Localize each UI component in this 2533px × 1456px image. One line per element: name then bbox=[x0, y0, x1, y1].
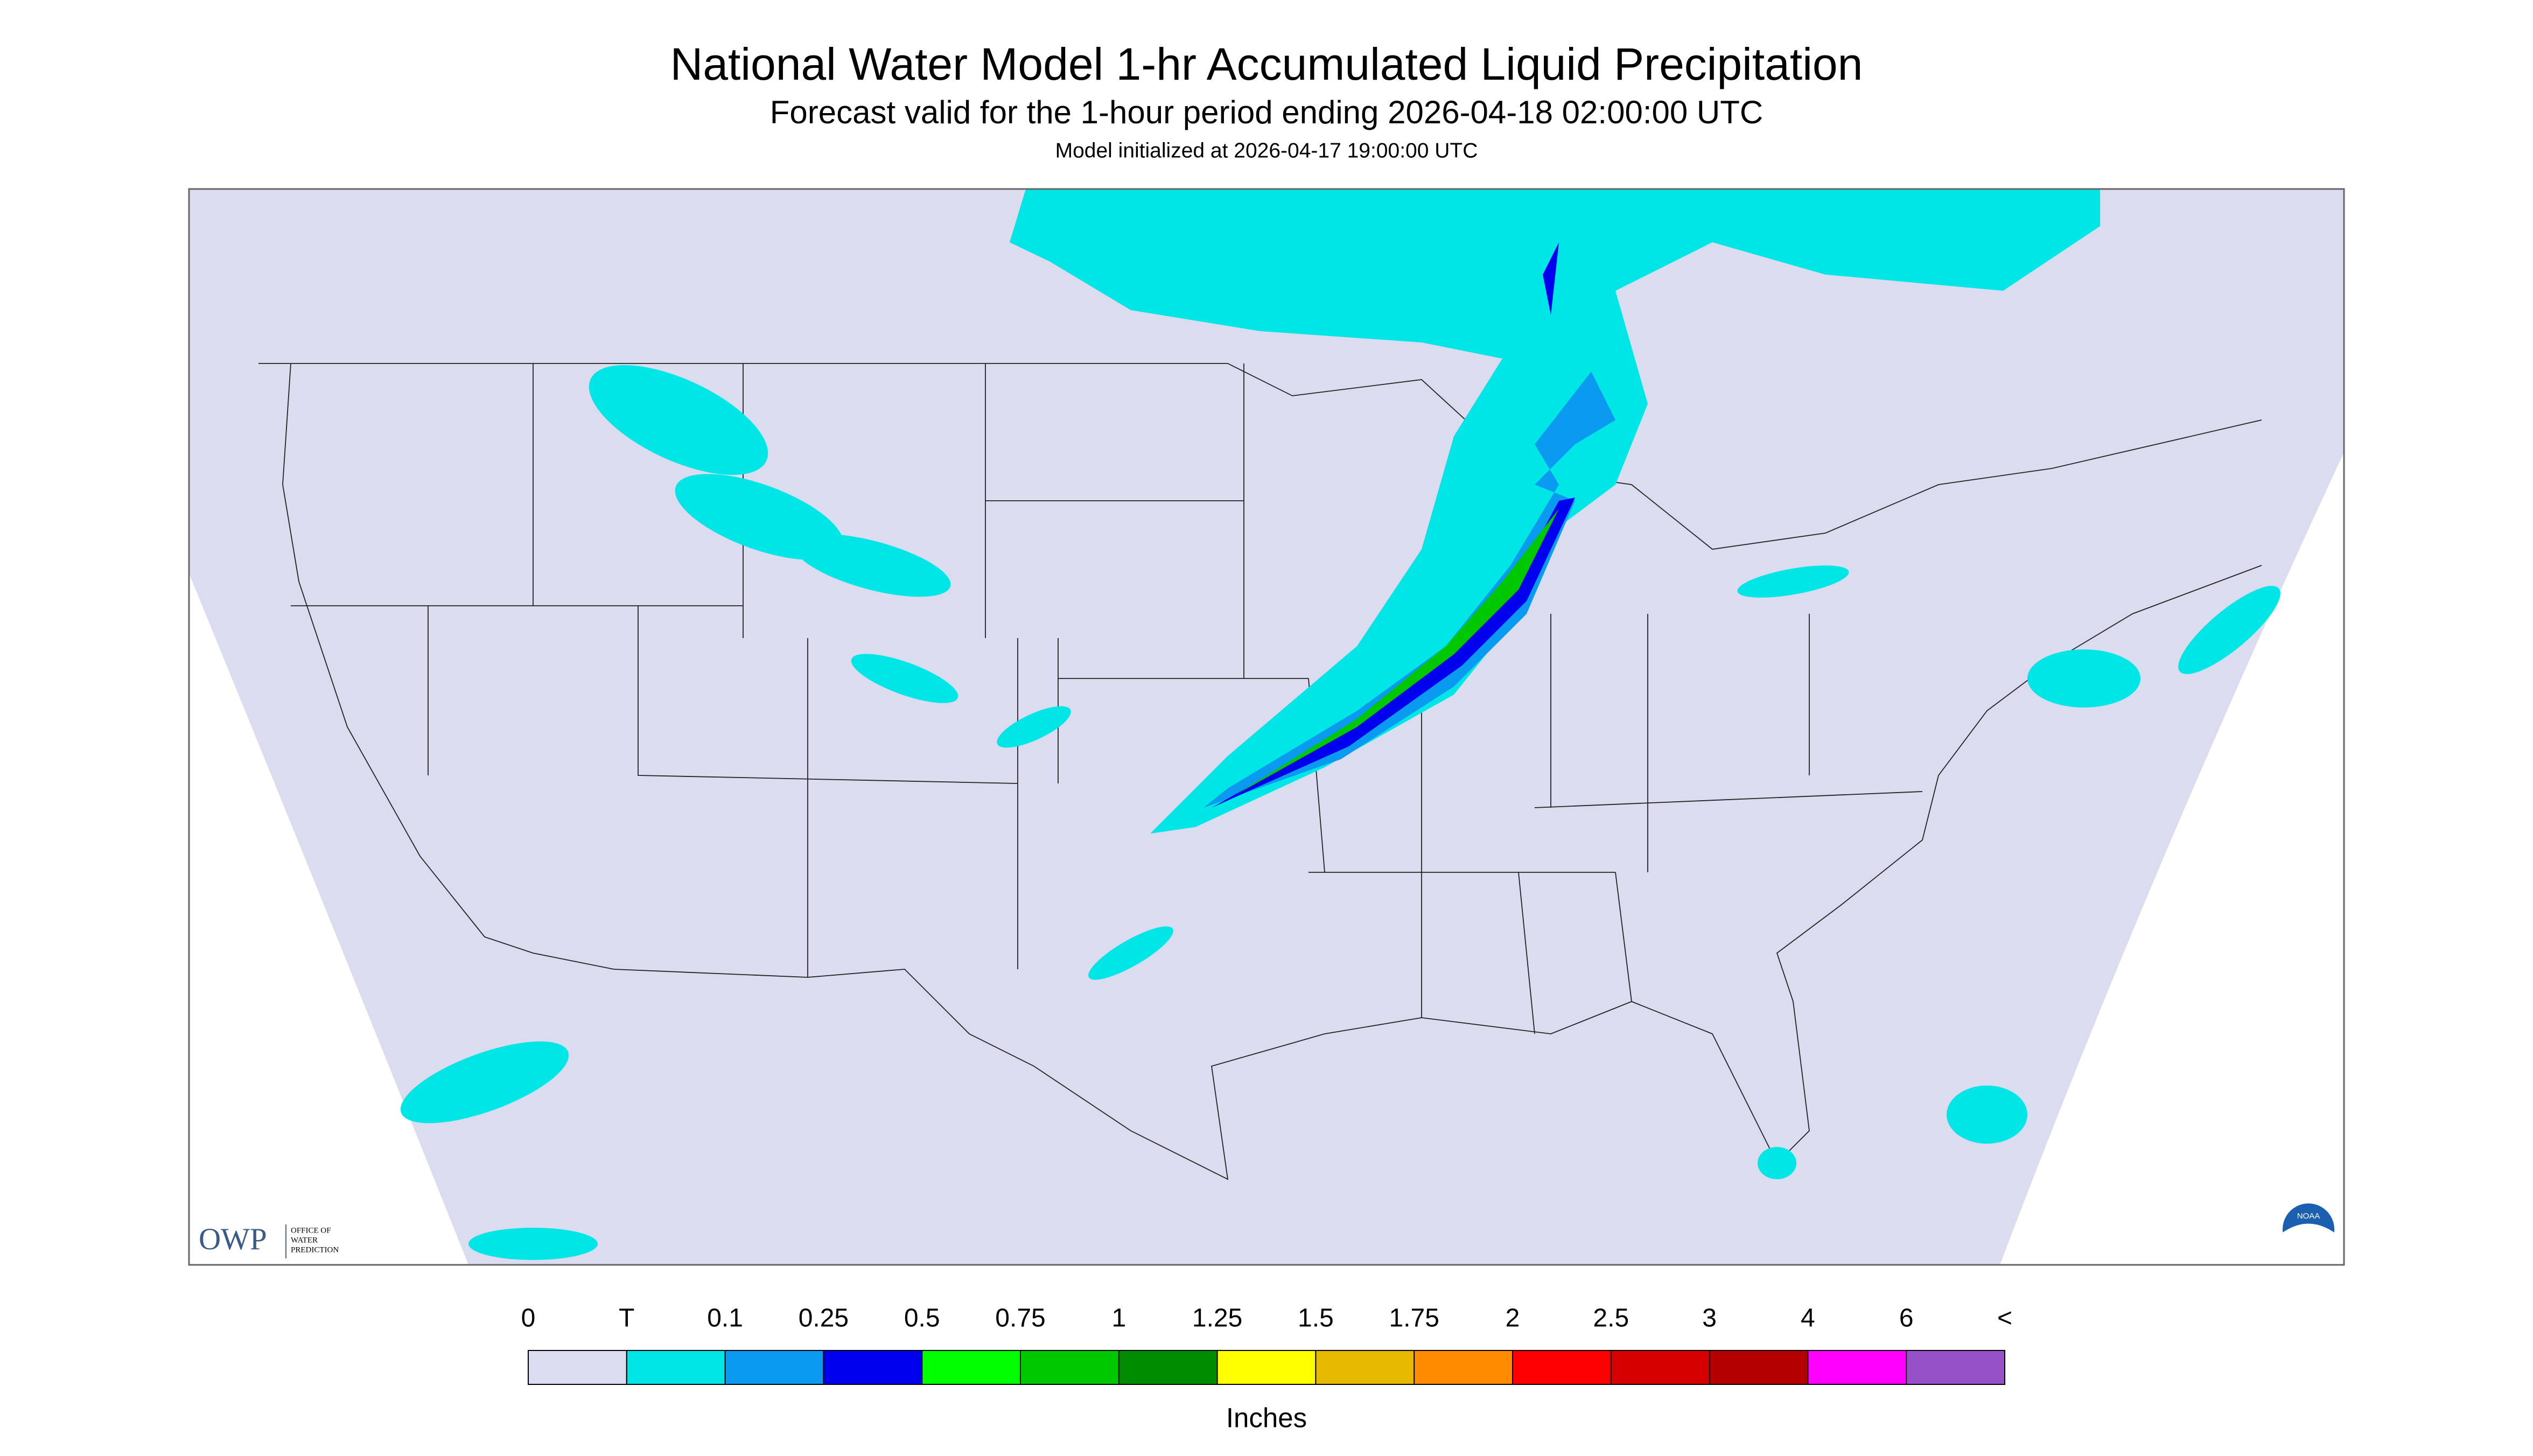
precip-light bbox=[1203, 372, 1615, 808]
legend-swatch bbox=[921, 1350, 1021, 1385]
legend-label: 1.5 bbox=[1298, 1304, 1334, 1333]
legend-swatch bbox=[1020, 1350, 1119, 1385]
legend-swatch bbox=[1906, 1350, 2005, 1385]
legend-swatch bbox=[1610, 1350, 1710, 1385]
legend-swatch bbox=[1512, 1350, 1612, 1385]
legend-unit: Inches bbox=[1226, 1402, 1307, 1433]
legend-label: 0.1 bbox=[707, 1304, 743, 1333]
owp-name: OFFICE OF bbox=[291, 1226, 331, 1235]
legend: 0 T 0.1 0.25 0.5 0.75 1 1.25 1.5 1.75 2 2.5 3 4 6 < bbox=[521, 1304, 2012, 1385]
precip-moderate bbox=[1543, 242, 1559, 315]
legend-swatch bbox=[626, 1350, 726, 1385]
legend-label: 6 bbox=[1899, 1304, 1914, 1333]
init-time: Model initialized at 2026-04-17 19:00:00… bbox=[1055, 139, 1478, 162]
boundaries bbox=[258, 363, 2262, 1180]
owp-name: PREDICTION bbox=[291, 1245, 339, 1254]
subtitle: Forecast valid for the 1-hour period end… bbox=[770, 94, 1763, 130]
map: OWP OFFICE OF WATER PREDICTION NOAA bbox=[188, 188, 2345, 1266]
legend-swatch bbox=[823, 1350, 923, 1385]
outside-domain bbox=[189, 573, 468, 1265]
legend-swatch bbox=[724, 1350, 824, 1385]
owp-name: WATER bbox=[291, 1236, 318, 1244]
legend-label: 1.75 bbox=[1389, 1304, 1439, 1333]
legend-swatch bbox=[1315, 1350, 1415, 1385]
legend-label: 3 bbox=[1702, 1304, 1717, 1333]
legend-swatch bbox=[1118, 1350, 1218, 1385]
legend-swatch bbox=[1414, 1350, 1513, 1385]
legend-label: < bbox=[1997, 1304, 2012, 1333]
noaa-text: NOAA bbox=[2297, 1212, 2320, 1221]
legend-label: 2 bbox=[1506, 1304, 1520, 1333]
owp-logo: OWP bbox=[199, 1222, 267, 1256]
legend-label: 1.25 bbox=[1192, 1304, 1242, 1333]
legend-label: 1 bbox=[1111, 1304, 1126, 1333]
legend-label: 0 bbox=[521, 1304, 536, 1333]
legend-label: T bbox=[619, 1304, 634, 1333]
legend-swatch bbox=[1807, 1350, 1907, 1385]
title: National Water Model 1-hr Accumulated Li… bbox=[670, 39, 1863, 89]
legend-label: 4 bbox=[1801, 1304, 1815, 1333]
legend-swatch bbox=[528, 1350, 627, 1385]
outside-domain bbox=[2000, 452, 2344, 1265]
map-frame bbox=[188, 188, 2345, 1266]
legend-swatch bbox=[1216, 1350, 1317, 1385]
legend-label: 0.25 bbox=[799, 1304, 849, 1333]
legend-swatch bbox=[1709, 1350, 1809, 1385]
legend-label: 0.5 bbox=[904, 1304, 940, 1333]
legend-label: 2.5 bbox=[1593, 1304, 1629, 1333]
legend-label: 0.75 bbox=[995, 1304, 1045, 1333]
